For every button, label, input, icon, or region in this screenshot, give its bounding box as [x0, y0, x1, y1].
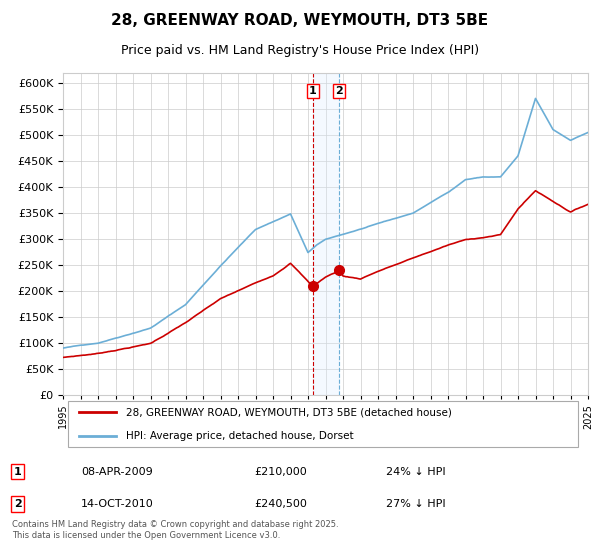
Text: 24% ↓ HPI: 24% ↓ HPI — [386, 466, 446, 477]
Text: 2: 2 — [335, 86, 343, 96]
Text: 08-APR-2009: 08-APR-2009 — [81, 466, 153, 477]
Text: Contains HM Land Registry data © Crown copyright and database right 2025.
This d: Contains HM Land Registry data © Crown c… — [12, 520, 338, 539]
Text: 2: 2 — [14, 499, 22, 509]
Text: £240,500: £240,500 — [254, 499, 307, 509]
Text: Price paid vs. HM Land Registry's House Price Index (HPI): Price paid vs. HM Land Registry's House … — [121, 44, 479, 57]
Text: HPI: Average price, detached house, Dorset: HPI: Average price, detached house, Dors… — [126, 431, 353, 441]
Text: 1: 1 — [14, 466, 22, 477]
Text: 27% ↓ HPI: 27% ↓ HPI — [386, 499, 446, 509]
Text: 1: 1 — [309, 86, 317, 96]
Text: £210,000: £210,000 — [254, 466, 307, 477]
Bar — [313, 73, 340, 395]
Text: 28, GREENWAY ROAD, WEYMOUTH, DT3 5BE: 28, GREENWAY ROAD, WEYMOUTH, DT3 5BE — [112, 13, 488, 29]
FancyBboxPatch shape — [68, 401, 577, 447]
Text: 14-OCT-2010: 14-OCT-2010 — [81, 499, 154, 509]
Text: 28, GREENWAY ROAD, WEYMOUTH, DT3 5BE (detached house): 28, GREENWAY ROAD, WEYMOUTH, DT3 5BE (de… — [126, 407, 452, 417]
